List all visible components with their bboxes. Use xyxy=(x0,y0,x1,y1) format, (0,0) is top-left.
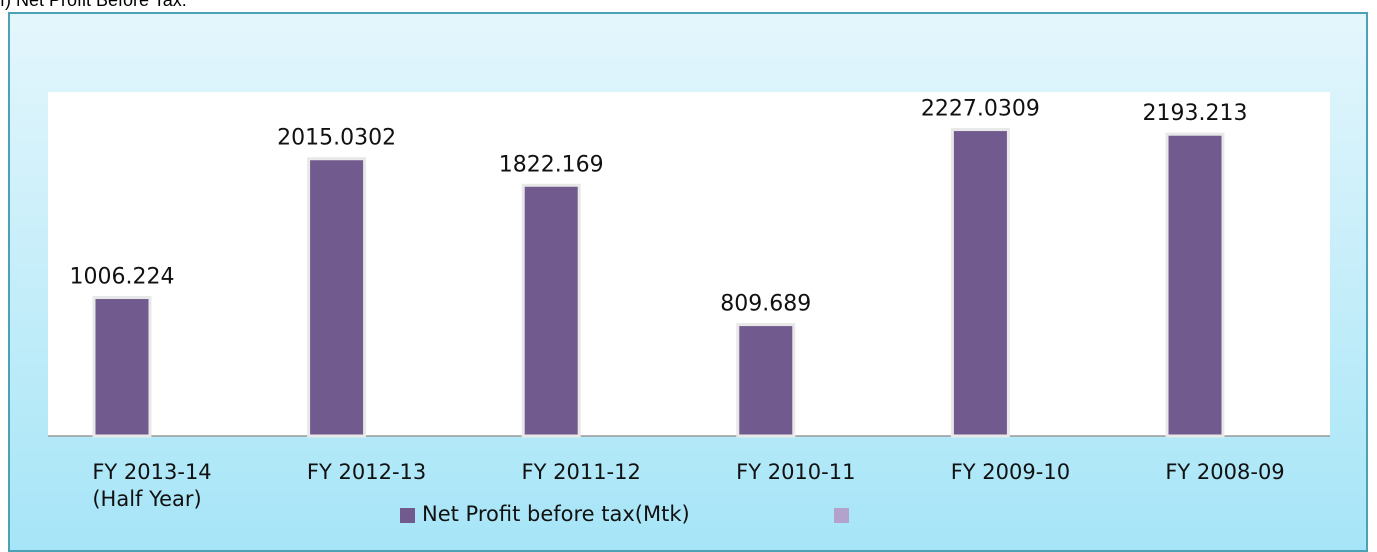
bar xyxy=(307,157,367,438)
legend-label: Net Profit before tax(Mtk) xyxy=(422,502,690,526)
x-tick-label: FY 2012-13 xyxy=(306,460,427,484)
value-label: 1822.169 xyxy=(499,152,604,177)
value-label: 2227.0309 xyxy=(921,97,1040,122)
x-tick-label: FY 2009-10 xyxy=(950,460,1071,484)
legend-swatch xyxy=(400,508,415,523)
value-label: 809.689 xyxy=(720,292,811,317)
x-tick-label: FY 2013-14 (Half Year) xyxy=(92,460,212,511)
value-label: 2015.0302 xyxy=(277,126,396,151)
bar xyxy=(521,183,581,438)
heading: f) Net Profit Before Tax: xyxy=(0,0,187,10)
bar xyxy=(1165,132,1225,438)
x-tick-label: FY 2008-09 xyxy=(1165,460,1285,484)
value-label: 2193.213 xyxy=(1143,101,1248,126)
plot-area xyxy=(48,92,1330,436)
value-label: 1006.224 xyxy=(70,265,175,290)
bar xyxy=(950,128,1010,438)
bar xyxy=(736,323,796,438)
x-tick-label: FY 2011-12 xyxy=(521,460,641,484)
legend-swatch-empty xyxy=(834,508,849,523)
x-tick-label: FY 2010-11 xyxy=(736,460,856,484)
bar xyxy=(92,296,152,438)
